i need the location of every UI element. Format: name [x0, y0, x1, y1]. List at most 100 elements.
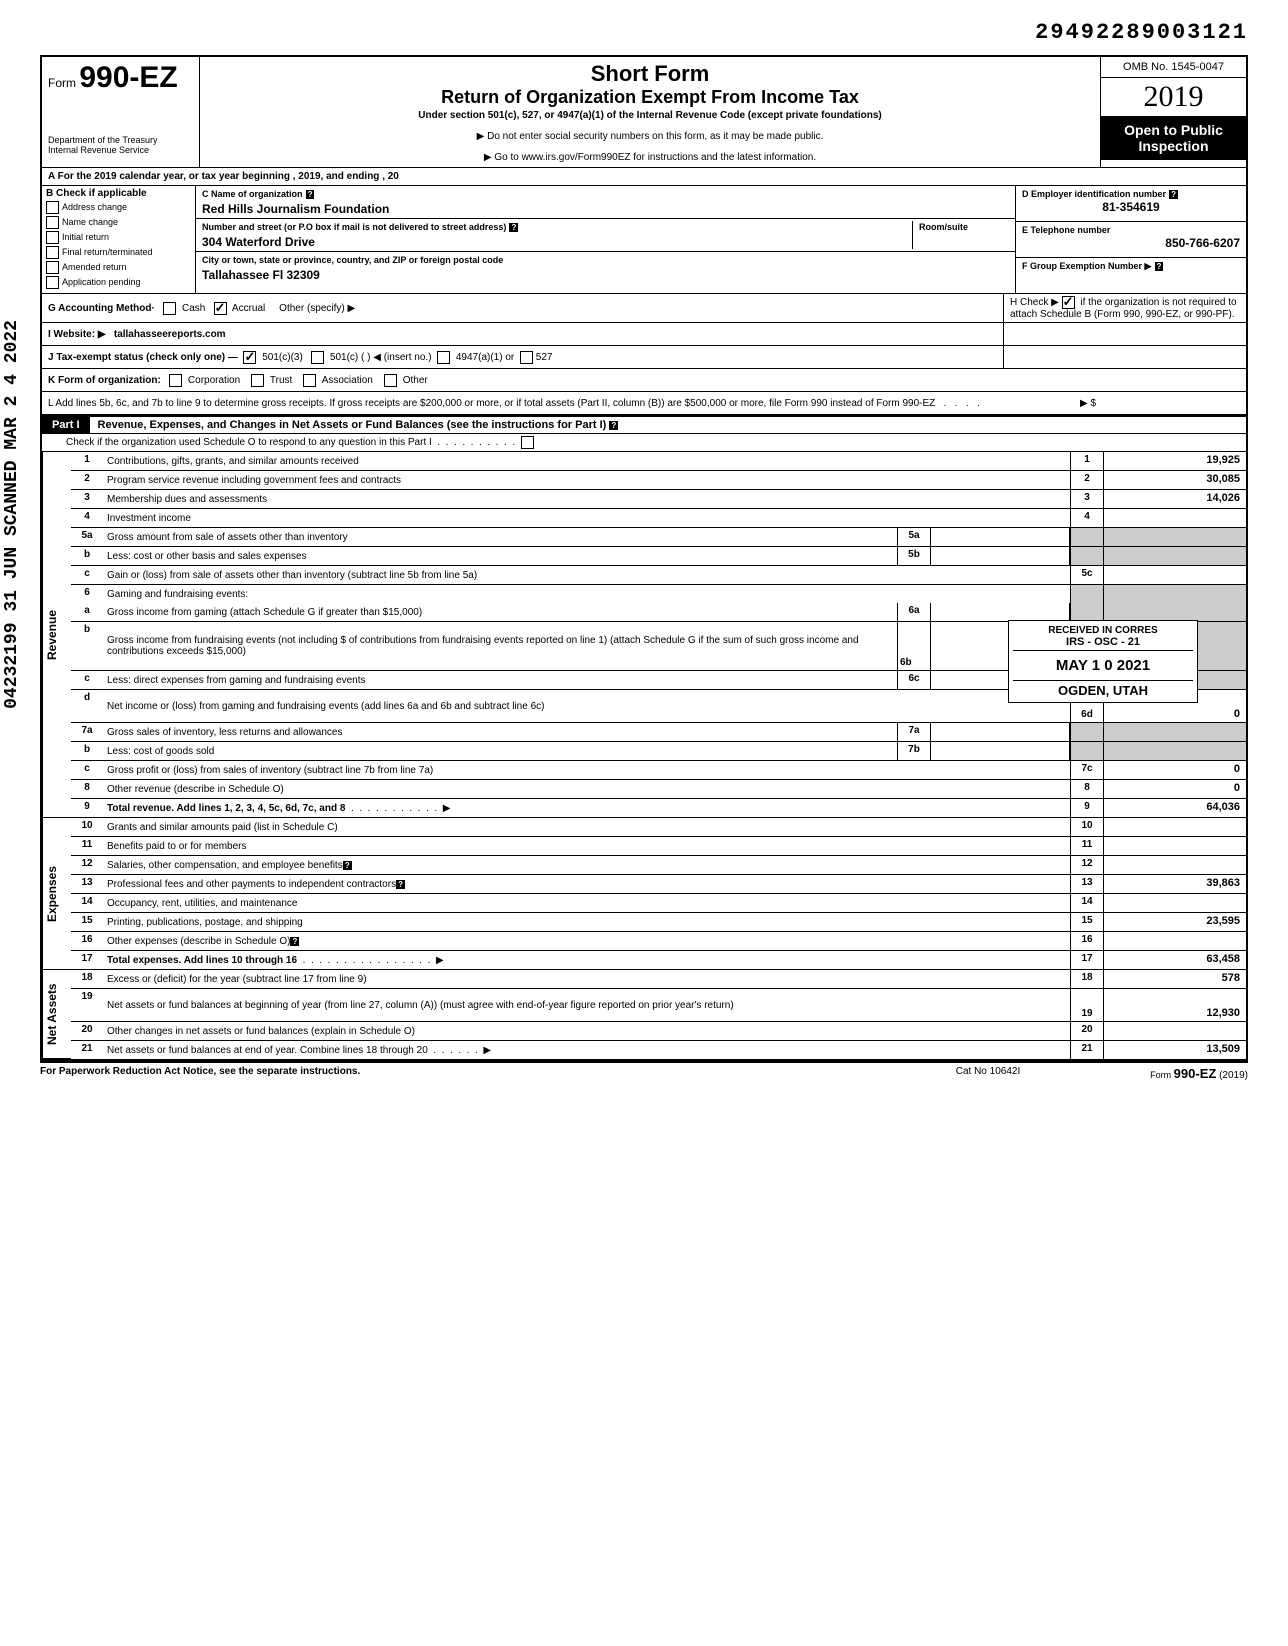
- room-suite-label: Room/suite: [919, 222, 968, 232]
- title-under-section: Under section 501(c), 527, or 4947(a)(1)…: [208, 110, 1092, 121]
- d-ein-label: D Employer identification number: [1022, 189, 1166, 199]
- c-city-label: City or town, state or province, country…: [202, 255, 503, 265]
- cb-cash[interactable]: [163, 302, 176, 315]
- cb-association[interactable]: [303, 374, 316, 387]
- org-street: 304 Waterford Drive: [202, 235, 315, 249]
- line-17-value: 63,458: [1103, 951, 1246, 969]
- f-group-exempt-label: F Group Exemption Number ▶: [1022, 261, 1151, 271]
- form-header: Form 990-EZ Department of the Treasury I…: [40, 55, 1248, 167]
- cb-h-check[interactable]: [1062, 296, 1075, 309]
- e-phone: 850-766-6207: [1022, 236, 1240, 250]
- cb-name-change[interactable]: Name change: [46, 216, 191, 229]
- line-21-value: 13,509: [1103, 1041, 1246, 1059]
- help-icon: ?: [290, 937, 299, 946]
- d-ein: 81-354619: [1022, 200, 1240, 214]
- col-b-check-applicable: B Check if applicable Address change Nam…: [42, 186, 196, 293]
- line-10-value: [1103, 818, 1246, 836]
- line-13-value: 39,863: [1103, 875, 1246, 893]
- e-phone-label: E Telephone number: [1022, 225, 1110, 235]
- line-12-value: [1103, 856, 1246, 874]
- net-assets-section: Net Assets 18Excess or (deficit) for the…: [40, 970, 1248, 1061]
- cb-accrual[interactable]: [214, 302, 227, 315]
- line-15-value: 23,595: [1103, 913, 1246, 931]
- i-website: tallahasseereports.com: [114, 329, 226, 340]
- help-icon: ?: [1155, 262, 1164, 271]
- row-a-calendar-year: A For the 2019 calendar year, or tax yea…: [40, 167, 1248, 186]
- line-1-value: 19,925: [1103, 452, 1246, 470]
- org-city: Tallahassee Fl 32309: [202, 268, 320, 282]
- i-label: I Website: ▶: [48, 329, 106, 340]
- row-g-accounting: G Accounting Method· Cash Accrual Other …: [40, 294, 1248, 323]
- row-i-website: I Website: ▶ tallahasseereports.com: [40, 323, 1248, 346]
- revenue-label: Revenue: [42, 452, 71, 818]
- line-19-value: 12,930: [1103, 989, 1246, 1021]
- cb-501c3[interactable]: [243, 351, 256, 364]
- l-arrow: ▶ $: [1080, 398, 1240, 409]
- document-code: 29492289003121: [40, 20, 1248, 45]
- part-1-sub: Check if the organization used Schedule …: [40, 434, 1248, 452]
- line-7c-value: 0: [1103, 761, 1246, 779]
- part-1-title: Revenue, Expenses, and Changes in Net As…: [90, 417, 1246, 433]
- row-j-tax-exempt: J Tax-exempt status (check only one) — 5…: [40, 346, 1248, 369]
- title-short-form: Short Form: [208, 61, 1092, 87]
- paperwork-notice: For Paperwork Reduction Act Notice, see …: [40, 1066, 888, 1081]
- cb-corporation[interactable]: [169, 374, 182, 387]
- cb-application-pending[interactable]: Application pending: [46, 276, 191, 289]
- cb-final-return[interactable]: Final return/terminated: [46, 246, 191, 259]
- title-return: Return of Organization Exempt From Incom…: [208, 87, 1092, 108]
- g-label: G Accounting Method·: [48, 303, 155, 314]
- line-9-value: 64,036: [1103, 799, 1246, 817]
- b-header: B Check if applicable: [46, 188, 191, 199]
- line-8-value: 0: [1103, 780, 1246, 798]
- net-assets-label: Net Assets: [42, 970, 71, 1059]
- cb-other[interactable]: [384, 374, 397, 387]
- col-c-org-info: C Name of organization ? Red Hills Journ…: [196, 186, 1015, 293]
- cb-527[interactable]: [520, 351, 533, 364]
- scan-side-stamp: 04232199 31 JUN SCANNED MAR 2 4 2022: [2, 320, 22, 709]
- form-footer: For Paperwork Reduction Act Notice, see …: [40, 1061, 1248, 1081]
- cb-amended-return[interactable]: Amended return: [46, 261, 191, 274]
- cb-trust[interactable]: [251, 374, 264, 387]
- help-icon: ?: [396, 880, 405, 889]
- k-label: K Form of organization:: [48, 375, 161, 386]
- dept-treasury: Department of the Treasury: [48, 135, 193, 145]
- note-goto: ▶ Go to www.irs.gov/Form990EZ for instru…: [208, 152, 1092, 163]
- c-street-label: Number and street (or P.O box if mail is…: [202, 222, 506, 232]
- line-18-value: 578: [1103, 970, 1246, 988]
- line-2-value: 30,085: [1103, 471, 1246, 489]
- help-icon: ?: [343, 861, 352, 870]
- cb-initial-return[interactable]: Initial return: [46, 231, 191, 244]
- l-text: L Add lines 5b, 6c, and 7b to line 9 to …: [48, 398, 935, 409]
- cb-schedule-o[interactable]: [521, 436, 534, 449]
- part-1-label: Part I: [42, 417, 90, 433]
- org-name: Red Hills Journalism Foundation: [202, 202, 389, 216]
- line-3-value: 14,026: [1103, 490, 1246, 508]
- form-number: 990-EZ: [79, 61, 177, 94]
- line-20-value: [1103, 1022, 1246, 1040]
- help-icon: ?: [609, 421, 618, 430]
- row-k-form-of-org: K Form of organization: Corporation Trus…: [40, 369, 1248, 392]
- line-11-value: [1103, 837, 1246, 855]
- line-16-value: [1103, 932, 1246, 950]
- line-5c-value: [1103, 566, 1246, 584]
- irs-label: Internal Revenue Service: [48, 145, 193, 155]
- h-label: H Check ▶: [1010, 297, 1059, 308]
- expenses-section: Expenses 10Grants and similar amounts pa…: [40, 818, 1248, 970]
- note-ssn: ▶ Do not enter social security numbers o…: [208, 131, 1092, 142]
- open-to-public: Open to Public Inspection: [1101, 116, 1246, 160]
- cb-address-change[interactable]: Address change: [46, 201, 191, 214]
- cb-501c[interactable]: [311, 351, 324, 364]
- identity-block: B Check if applicable Address change Nam…: [40, 186, 1248, 294]
- help-icon: ?: [306, 190, 315, 199]
- row-l-gross-receipts: L Add lines 5b, 6c, and 7b to line 9 to …: [40, 392, 1248, 416]
- part-1-header: Part I Revenue, Expenses, and Changes in…: [40, 416, 1248, 434]
- form-id-footer: Form 990-EZ (2019): [1088, 1066, 1248, 1081]
- col-de: D Employer identification number ? 81-35…: [1015, 186, 1246, 293]
- tax-year: 2019: [1101, 78, 1246, 116]
- cb-4947[interactable]: [437, 351, 450, 364]
- received-stamp: RECEIVED IN CORRES IRS - OSC - 21 MAY 1 …: [1008, 620, 1198, 703]
- line-14-value: [1103, 894, 1246, 912]
- omb-number: OMB No. 1545-0047: [1101, 57, 1246, 78]
- help-icon: ?: [509, 223, 518, 232]
- cat-no: Cat No 10642I: [888, 1066, 1088, 1081]
